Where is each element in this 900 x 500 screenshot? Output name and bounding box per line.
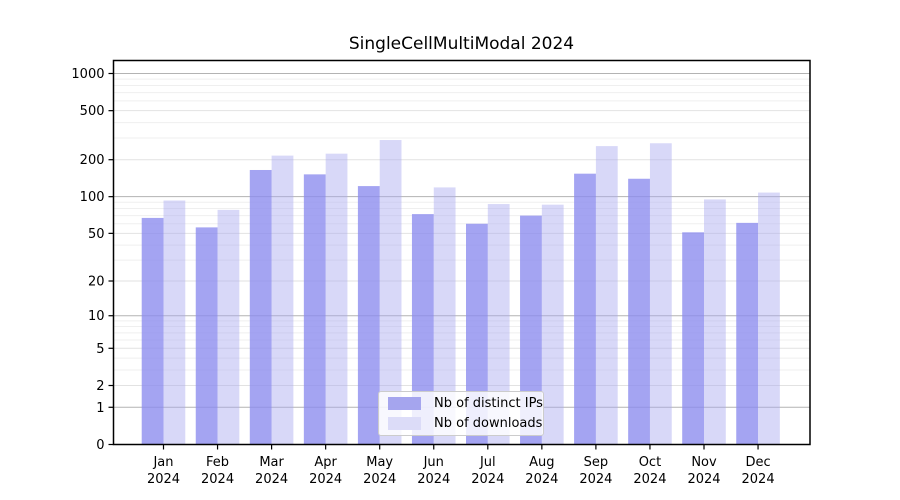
x-tick-label-month: Jun (423, 455, 444, 470)
bar-may-distinct-ips (357, 186, 380, 445)
bar-dec-downloads (758, 192, 780, 445)
legend: Nb of distinct IPs Nb of downloads (378, 391, 544, 436)
x-tick-label-year: 2024 (147, 472, 180, 487)
x-tick-label-year: 2024 (742, 472, 775, 487)
x-tick-label-month: Jan (152, 455, 173, 470)
legend-label-downloads: Nb of downloads (434, 416, 543, 431)
x-tick-label-month: Aug (529, 455, 554, 470)
y-tick-label: 0 (96, 438, 104, 453)
bar-apr-distinct-ips (303, 174, 326, 445)
x-tick-label-year: 2024 (363, 472, 396, 487)
bar-apr-downloads (325, 153, 348, 445)
bar-jul-downloads (487, 204, 510, 445)
x-tick-label-year: 2024 (309, 472, 342, 487)
x-tick-label-month: Feb (206, 455, 229, 470)
legend-item-distinct-ips: Nb of distinct IPs (388, 395, 543, 412)
y-tick-label: 2 (96, 379, 104, 394)
bar-aug-downloads (541, 204, 564, 445)
legend-swatch-downloads (388, 417, 421, 430)
bar-sep-distinct-ips (574, 173, 596, 445)
x-tick-label-year: 2024 (255, 472, 288, 487)
bar-feb-downloads (217, 209, 240, 445)
plot-border (112, 59, 811, 446)
x-tick-label-year: 2024 (471, 472, 504, 487)
chart-title: SingleCellMultiModal 2024 (348, 34, 575, 54)
bar-mar-downloads (271, 155, 294, 445)
x-tick-label-month: Apr (314, 455, 337, 470)
bar-feb-distinct-ips (195, 227, 218, 445)
x-tick-label-month: Jul (479, 455, 496, 470)
x-tick-label-month: Nov (691, 455, 717, 470)
y-tick-label: 50 (88, 227, 105, 242)
bar-nov-distinct-ips (682, 232, 704, 445)
x-axis: Jan 2024 Feb 2024 Mar 2024 Apr 2024 May 2024 Jun 20… (147, 444, 775, 487)
x-tick-label-year: 2024 (417, 472, 450, 487)
legend-label-ips: Nb of distinct IPs (434, 396, 543, 411)
bar-jun-downloads (433, 187, 456, 445)
x-tick-label-month: Mar (259, 455, 284, 470)
bar-jun-distinct-ips (411, 214, 434, 445)
y-tick-label: 200 (80, 153, 105, 168)
x-tick-label-month: May (366, 455, 393, 470)
legend-item-downloads: Nb of downloads (388, 415, 543, 432)
y-tick-label: 10 (88, 309, 105, 324)
x-tick-label-year: 2024 (633, 472, 666, 487)
x-tick-label-month: Sep (584, 455, 609, 470)
bar-may-downloads (379, 140, 402, 445)
bar-sep-downloads (595, 146, 618, 445)
y-tick-label: 500 (80, 104, 105, 119)
bar-jan-distinct-ips (141, 217, 164, 445)
y-tick-label: 20 (88, 275, 105, 290)
bar-jul-distinct-ips (466, 223, 488, 445)
bar-jan-downloads (163, 200, 186, 445)
x-tick-label-month: Oct (639, 455, 661, 470)
bar-dec-distinct-ips (736, 222, 759, 445)
bar-aug-distinct-ips (520, 215, 542, 445)
bar-oct-distinct-ips (628, 178, 650, 445)
bars (141, 140, 780, 445)
bar-nov-downloads (704, 199, 726, 445)
x-tick-label-year: 2024 (201, 472, 234, 487)
x-tick-label-year: 2024 (687, 472, 720, 487)
y-tick-label: 1 (96, 401, 104, 416)
bar-mar-distinct-ips (249, 169, 272, 445)
x-tick-label-month: Dec (745, 455, 770, 470)
y-tick-label: 1000 (71, 67, 104, 82)
legend-swatch-ips (388, 397, 421, 410)
y-tick-label: 100 (80, 190, 105, 205)
x-tick-label-year: 2024 (525, 472, 558, 487)
y-tick-label: 5 (96, 342, 104, 357)
bar-oct-downloads (649, 143, 672, 445)
x-tick-label-year: 2024 (579, 472, 612, 487)
